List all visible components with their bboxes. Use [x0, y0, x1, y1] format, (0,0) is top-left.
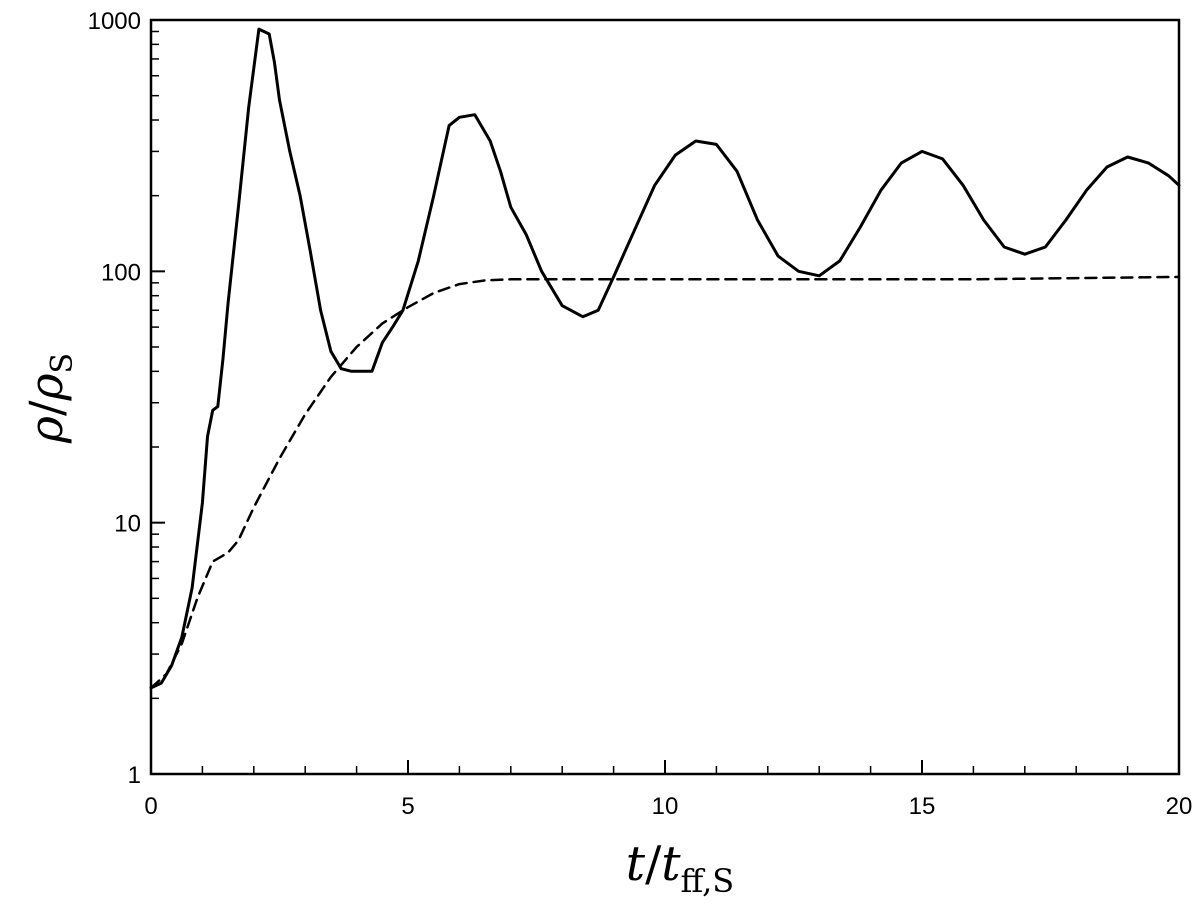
plot-frame: [149, 18, 1181, 776]
y-tick-label: 1000: [88, 8, 141, 35]
y-axis-title-sub: S: [45, 353, 80, 374]
x-tick-label: 10: [652, 793, 679, 820]
x-axis-title-slash: /: [645, 836, 662, 892]
x-axis-title-main: t: [626, 836, 646, 892]
x-axis-title-var: t: [661, 836, 681, 892]
y-axis-title-slash: /: [19, 400, 73, 416]
y-tick-label: 10: [114, 511, 141, 538]
x-axis-title-sub: ff,S: [681, 862, 735, 900]
series-line-solid: [149, 27, 1181, 690]
series-line-dashed: [149, 275, 1181, 690]
y-tick-label: 1: [128, 762, 141, 789]
x-tick-label: 20: [1166, 793, 1193, 820]
y-axis-title: ρ/ρS: [19, 353, 80, 444]
y-axis-title-var: ρ: [19, 373, 73, 401]
y-tick-label: 100: [101, 259, 141, 286]
x-tick-label: 15: [909, 793, 936, 820]
x-tick-label: 0: [144, 793, 157, 820]
y-axis-title-main: ρ: [19, 416, 73, 444]
x-axis-title: t/tff,S: [626, 836, 734, 900]
x-tick-label: 5: [401, 793, 414, 820]
